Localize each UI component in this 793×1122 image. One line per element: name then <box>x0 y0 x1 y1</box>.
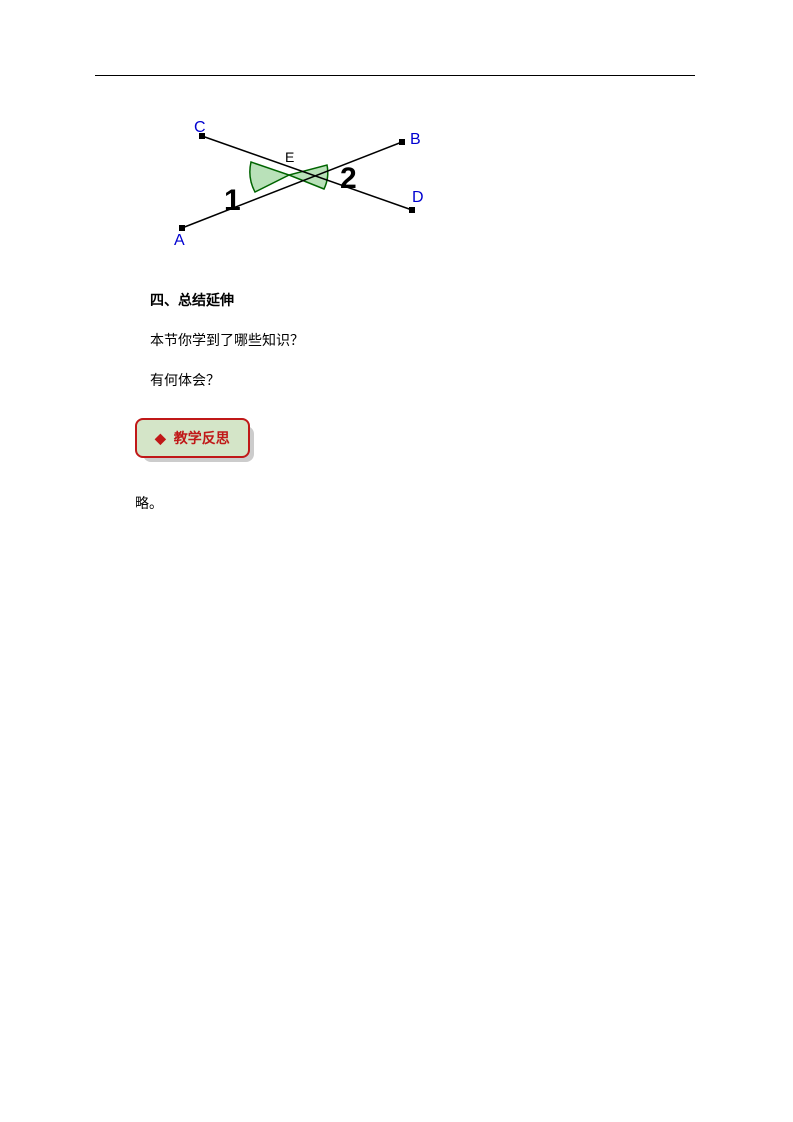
callout-box: ◆ 教学反思 <box>135 418 250 458</box>
callout-label: 教学反思 <box>174 432 230 447</box>
geometry-diagram: A B C D E 1 2 <box>162 120 693 250</box>
point-dot-a <box>179 225 185 231</box>
label-a: A <box>174 232 185 249</box>
final-text: 略。 <box>135 493 693 513</box>
question-2: 有何体会？ <box>150 370 693 390</box>
question-1: 本节你学到了哪些知识？ <box>150 330 693 350</box>
angle-arc-1 <box>250 162 289 192</box>
label-d: D <box>412 189 424 206</box>
point-dot-d <box>409 207 415 213</box>
label-e: E <box>285 149 294 165</box>
callout-text: ◆ 教学反思 <box>155 432 230 447</box>
page-content: A B C D E 1 2 四、总结延伸 本节你学到了哪些知识？ 有何体会？ ◆… <box>0 0 793 513</box>
angle-label-2: 2 <box>340 162 357 195</box>
label-c: C <box>194 120 206 136</box>
point-dot-b <box>399 139 405 145</box>
page-top-rule <box>95 75 695 76</box>
diamond-icon: ◆ <box>155 432 166 447</box>
diagram-svg: A B C D E 1 2 <box>162 120 452 250</box>
label-b: B <box>410 131 421 148</box>
angle-label-1: 1 <box>224 184 241 217</box>
section-heading-4: 四、总结延伸 <box>150 290 693 310</box>
